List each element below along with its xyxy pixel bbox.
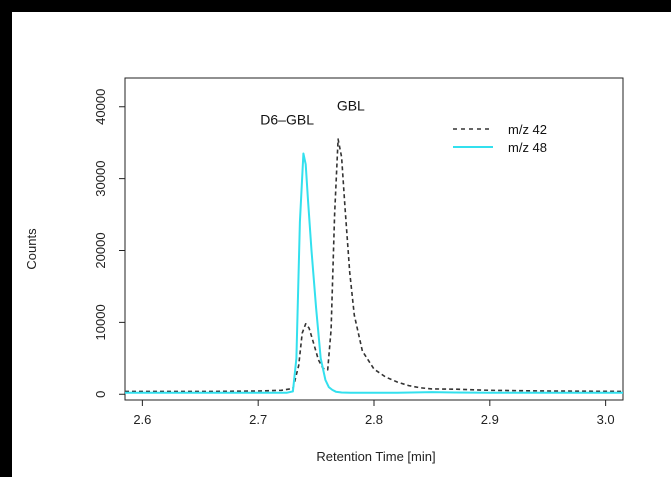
chart-panel: 2.6 2.7 2.8 2.9 3.0 0 10000 20000 30000 40000 Rete… [12,12,671,477]
series-line-mz42 [125,138,624,393]
plot-area-border [124,77,624,401]
x-tick-label: 2.6 [133,412,151,427]
legend-label: m/z 42 [508,122,547,137]
y-tick-label: 10000 [93,304,108,340]
series-line-mz48 [125,152,623,394]
x-axis-label: Retention Time [min] [316,449,435,464]
x-tick-label: 2.7 [249,412,267,427]
y-axis-label: Counts [24,228,39,270]
y-tick-label: 20000 [93,232,108,268]
peak-annotation: GBL [337,97,365,113]
peak-annotation: D6–GBL [260,112,314,128]
x-tick-label: 3.0 [597,412,615,427]
y-tick-label: 40000 [93,89,108,125]
legend-label: m/z 48 [508,140,547,155]
y-tick-label: 0 [93,391,108,398]
y-tick-label: 30000 [93,161,108,197]
chromatogram-chart: 2.6 2.7 2.8 2.9 3.0 0 10000 20000 30000 40000 Rete… [24,77,624,464]
x-tick-label: 2.9 [481,412,499,427]
x-tick-label: 2.8 [365,412,383,427]
